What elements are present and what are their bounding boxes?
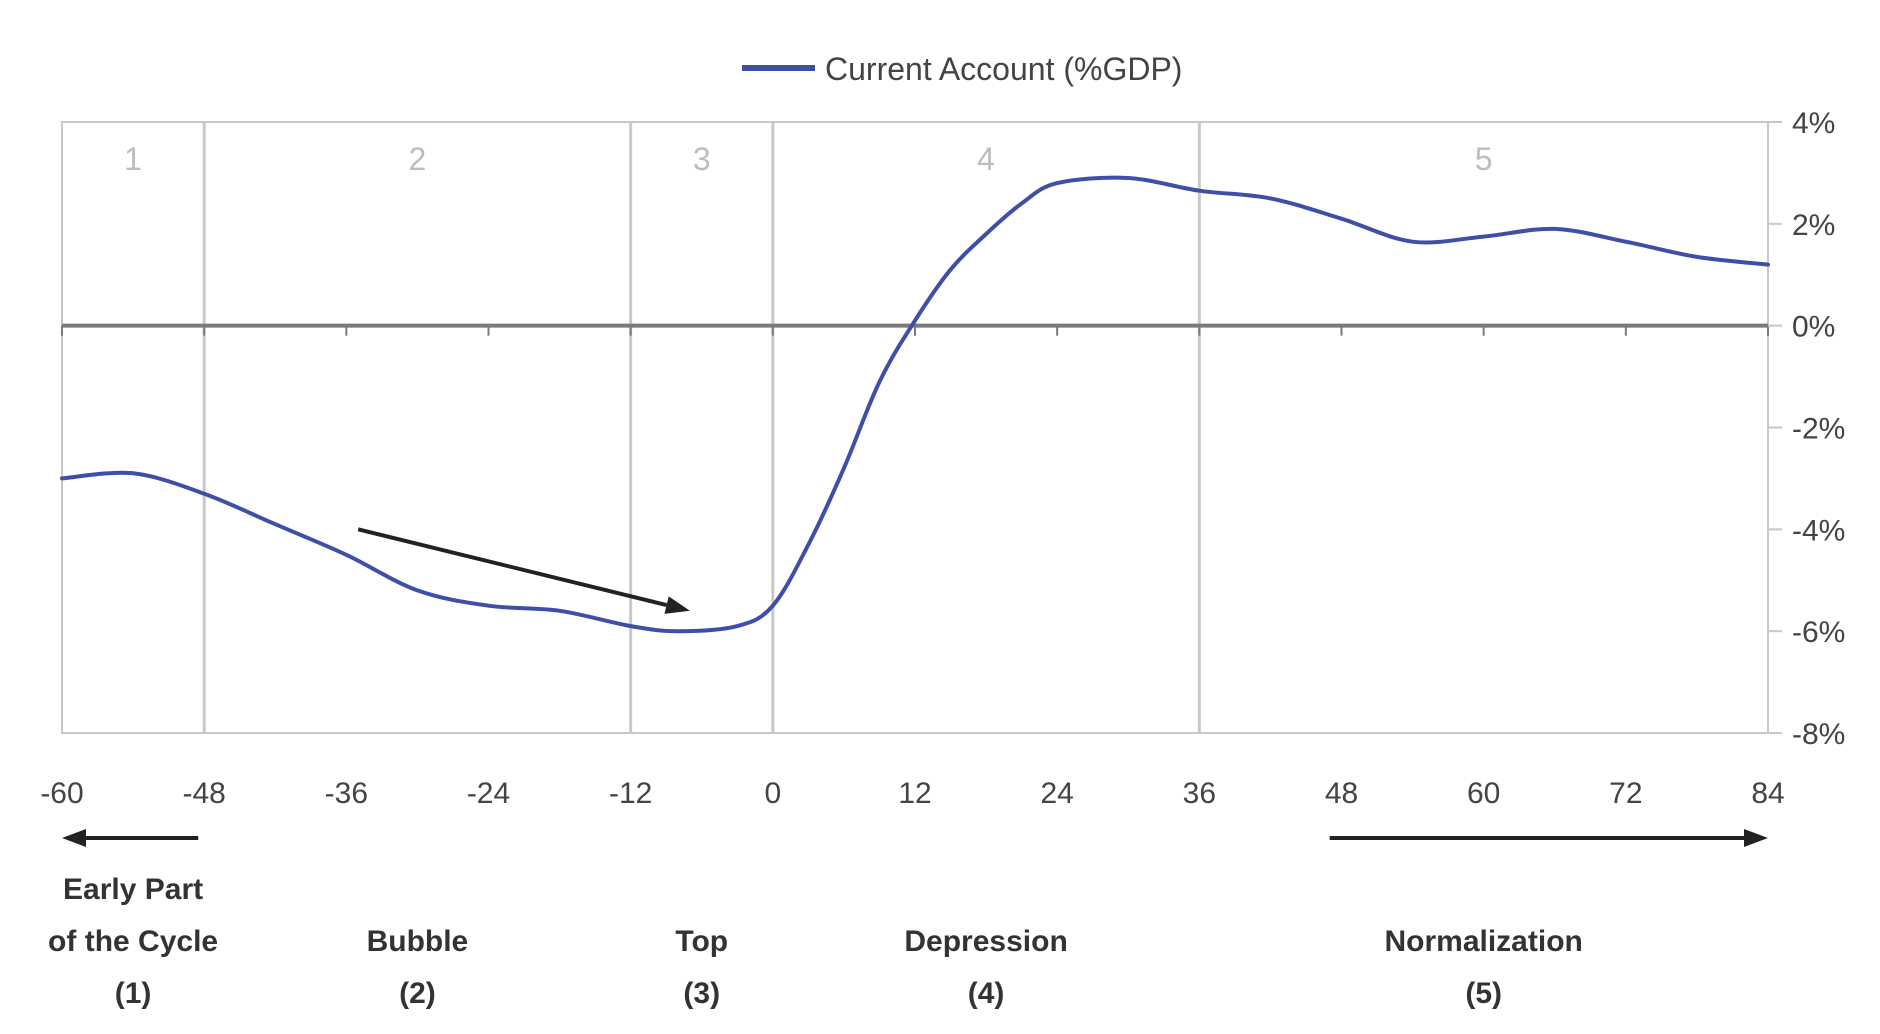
phase-label-5: Normalization (5) [1384, 925, 1582, 1010]
phase-label-line: (4) [968, 977, 1005, 1010]
normalization-arrow [1329, 829, 1768, 847]
x-tick-label: 24 [1040, 777, 1073, 810]
x-tick-label: -36 [325, 777, 368, 810]
phase-label-line: (3) [683, 977, 720, 1010]
phase-label-line: Normalization [1384, 925, 1582, 958]
phase-number-3: 3 [693, 141, 711, 177]
phase-label-2: Bubble (2) [367, 925, 469, 1010]
y-tick-label: 2% [1792, 209, 1835, 242]
annotation-arrows [62, 527, 1768, 847]
y-axis-ticks: 4% 2% 0% -2% -4% -6% -8% [1768, 107, 1845, 751]
normalization-arrow-head [1744, 829, 1768, 847]
phase-label-1: Early Part of the Cycle (1) [48, 873, 218, 1010]
y-tick-label: -4% [1792, 514, 1845, 547]
phase-labels: Early Part of the Cycle (1) Bubble (2) Top (3)… [48, 873, 1583, 1010]
phase-boundaries [202, 122, 1201, 733]
phase-number-5: 5 [1475, 141, 1493, 177]
x-tick-label: -24 [467, 777, 510, 810]
phase-label-line: (2) [399, 977, 436, 1010]
phase-numbers: 1 2 3 4 5 [124, 141, 1492, 177]
x-tick-label: 72 [1609, 777, 1642, 810]
phase-label-line: Top [675, 925, 728, 958]
x-tick-label: 60 [1467, 777, 1500, 810]
series-line-current-account [60, 175, 1770, 634]
x-tick-label: 48 [1325, 777, 1358, 810]
x-tick-label: 84 [1751, 777, 1784, 810]
trend-arrow-head [664, 596, 690, 614]
phase-number-4: 4 [977, 141, 995, 177]
x-axis-ticks: -60 -48 -36 -24 -12 0 12 24 36 48 60 72 84 [40, 325, 1785, 810]
phase-number-1: 1 [124, 141, 142, 177]
trend-arrow-shaft [357, 527, 668, 608]
y-tick-label: -6% [1792, 616, 1845, 649]
phase-label-line: Bubble [367, 925, 469, 958]
x-tick-label: 0 [764, 777, 781, 810]
legend-entry: Current Account (%GDP) [825, 51, 1182, 87]
phase-label-3: Top (3) [675, 925, 728, 1010]
x-tick-label: -12 [609, 777, 652, 810]
y-tick-label: -2% [1792, 413, 1845, 446]
y-tick-label: 4% [1792, 107, 1835, 140]
x-tick-label: 12 [898, 777, 931, 810]
early-cycle-arrow [62, 829, 199, 847]
phase-label-line: of the Cycle [48, 925, 218, 958]
phase-number-2: 2 [409, 141, 427, 177]
x-tick-label: -60 [40, 777, 83, 810]
phase-label-line: Early Part [63, 873, 203, 906]
y-tick-label: 0% [1792, 311, 1835, 344]
phase-label-line: (1) [115, 977, 152, 1010]
y-tick-label: -8% [1792, 718, 1845, 751]
trend-arrow [357, 527, 690, 614]
phase-label-line: (5) [1465, 977, 1502, 1010]
early-cycle-arrow-head [62, 829, 86, 847]
x-tick-label: -48 [182, 777, 225, 810]
x-tick-label: 36 [1183, 777, 1216, 810]
phase-label-line: Depression [904, 925, 1067, 958]
phase-label-4: Depression (4) [904, 925, 1067, 1010]
plot-area-frame [61, 121, 1769, 734]
chart-legend: Current Account (%GDP) [742, 51, 1182, 87]
